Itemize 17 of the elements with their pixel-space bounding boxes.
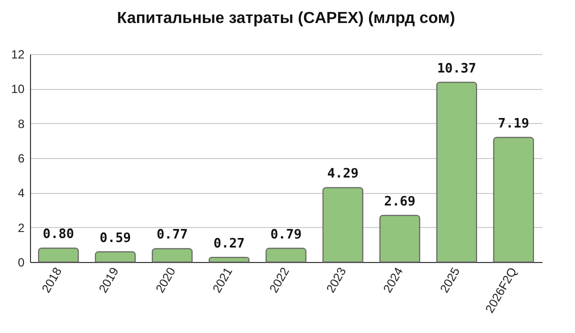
- data-label: 0.77: [156, 228, 188, 243]
- y-tick-label: 8: [18, 116, 25, 131]
- chart-title: Капитальные затраты (CAPEX) (млрд сом): [116, 10, 456, 27]
- data-label: 0.80: [42, 227, 74, 242]
- data-label: 2.69: [384, 194, 416, 210]
- data-label: 7.19: [498, 116, 530, 132]
- y-tick-label: 6: [18, 152, 25, 166]
- y-tick-label: 2: [18, 220, 25, 235]
- y-tick-label: 10: [11, 82, 25, 96]
- data-label: 0.59: [100, 230, 131, 246]
- y-tick-label: 12: [11, 48, 25, 62]
- data-label: 0.27: [213, 236, 245, 252]
- data-label: 10.37: [437, 61, 476, 76]
- y-tick-label: 0: [18, 256, 25, 270]
- y-tick-label: 4: [18, 186, 25, 200]
- data-label: 4.29: [327, 166, 359, 182]
- data-label: 0.79: [270, 227, 302, 242]
